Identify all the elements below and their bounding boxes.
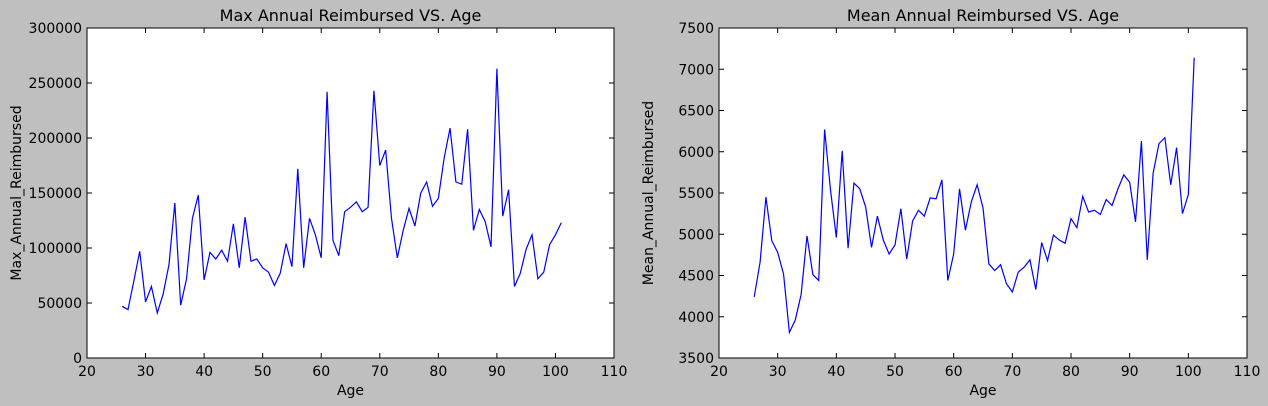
x-tick-label: 100 — [1175, 364, 1202, 380]
x-tick-label: 20 — [710, 364, 728, 380]
chart-1: 20 30 40 50 60 70 80 90 100 110 0 50000 100000 150000… — [9, 6, 627, 399]
x-tick-label: 40 — [827, 364, 845, 380]
x-tick-label: 30 — [769, 364, 787, 380]
x-tick-label: 90 — [488, 364, 506, 380]
y-tick-label: 5000 — [678, 227, 714, 243]
x-axis-label: Age — [337, 383, 364, 399]
x-tick-label: 50 — [254, 364, 272, 380]
chart-2: 20 30 40 50 60 70 80 90 100 110 3500 4000 4500 5000 55… — [641, 6, 1260, 399]
x-tick-label: 80 — [429, 364, 447, 380]
x-tick-label: 20 — [78, 364, 96, 380]
y-tick-label: 200000 — [29, 131, 82, 147]
chart-title: Max Annual Reimbursed VS. Age — [220, 6, 482, 25]
x-tick-label: 80 — [1062, 364, 1080, 380]
y-tick-label: 4000 — [678, 310, 714, 326]
y-tick-label: 0 — [73, 351, 82, 367]
x-tick-label: 30 — [137, 364, 155, 380]
x-tick-label: 100 — [542, 364, 569, 380]
y-tick-label: 6000 — [678, 145, 714, 161]
x-tick-label: 70 — [1003, 364, 1021, 380]
y-axis-label: Mean_Annual_Reimbursed — [641, 101, 657, 285]
y-axis-label: Max_Annual_Reimbursed — [9, 105, 25, 280]
series-line — [753, 57, 1195, 335]
x-tick-label: 40 — [195, 364, 213, 380]
y-tick-label: 5500 — [678, 186, 714, 202]
y-tick-label: 4500 — [678, 269, 714, 285]
y-tick-label: 150000 — [29, 186, 82, 202]
y-tick-label: 100000 — [29, 241, 82, 257]
x-tick-label: 110 — [1234, 364, 1261, 380]
plot-area — [86, 27, 615, 359]
y-tick-label: 250000 — [29, 76, 82, 92]
chart-title: Mean Annual Reimbursed VS. Age — [847, 6, 1119, 25]
x-tick-label: 60 — [945, 364, 963, 380]
y-tick-label: 6500 — [678, 104, 714, 120]
x-tick-label: 90 — [1121, 364, 1139, 380]
plot-area — [718, 27, 1248, 359]
y-tick-label: 300000 — [29, 21, 82, 37]
series-line — [121, 68, 562, 316]
y-tick-label: 50000 — [37, 296, 82, 312]
x-tick-label: 110 — [601, 364, 628, 380]
y-tick-label: 7000 — [678, 62, 714, 78]
x-axis-label: Age — [969, 383, 996, 399]
y-tick-label: 3500 — [678, 351, 714, 367]
x-tick-label: 60 — [312, 364, 330, 380]
x-tick-label: 50 — [886, 364, 904, 380]
y-tick-label: 7500 — [678, 21, 714, 37]
x-tick-label: 70 — [371, 364, 389, 380]
